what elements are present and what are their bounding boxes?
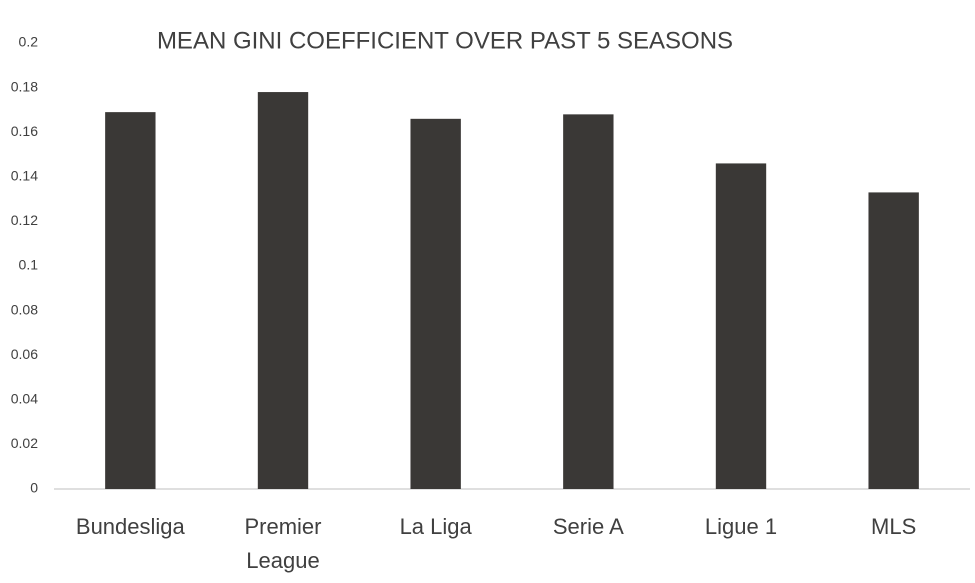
y-tick-label: 0.04	[11, 391, 38, 407]
y-tick-label: 0.14	[11, 168, 38, 184]
x-tick-label: Ligue 1	[704, 514, 778, 539]
y-tick-label: 0.12	[11, 212, 38, 228]
x-tick-label: Premier League	[244, 514, 322, 573]
y-tick-label: 0.08	[11, 301, 38, 317]
bar	[868, 192, 919, 489]
y-tick-label: 0	[30, 480, 38, 496]
y-tick-label: 0.2	[19, 34, 39, 50]
y-tick-label: 0.02	[11, 435, 38, 451]
bar	[715, 163, 767, 490]
y-tick-label: 0.16	[11, 123, 38, 139]
chart-title: MEAN GINI COEFFICIENT OVER PAST 5 SEASON…	[157, 27, 733, 54]
x-tick-label: La Liga	[399, 514, 472, 539]
bar	[105, 112, 156, 489]
y-tick-label: 0.06	[11, 346, 38, 362]
x-tick-label: Bundesliga	[75, 514, 185, 539]
y-tick-label: 0.18	[11, 78, 38, 94]
x-tick-label: MLS	[871, 514, 917, 539]
x-tick-label: Serie A	[552, 514, 624, 539]
y-tick-label: 0.1	[19, 257, 39, 273]
bar	[410, 118, 461, 489]
bar	[563, 114, 614, 490]
bar	[257, 92, 309, 489]
